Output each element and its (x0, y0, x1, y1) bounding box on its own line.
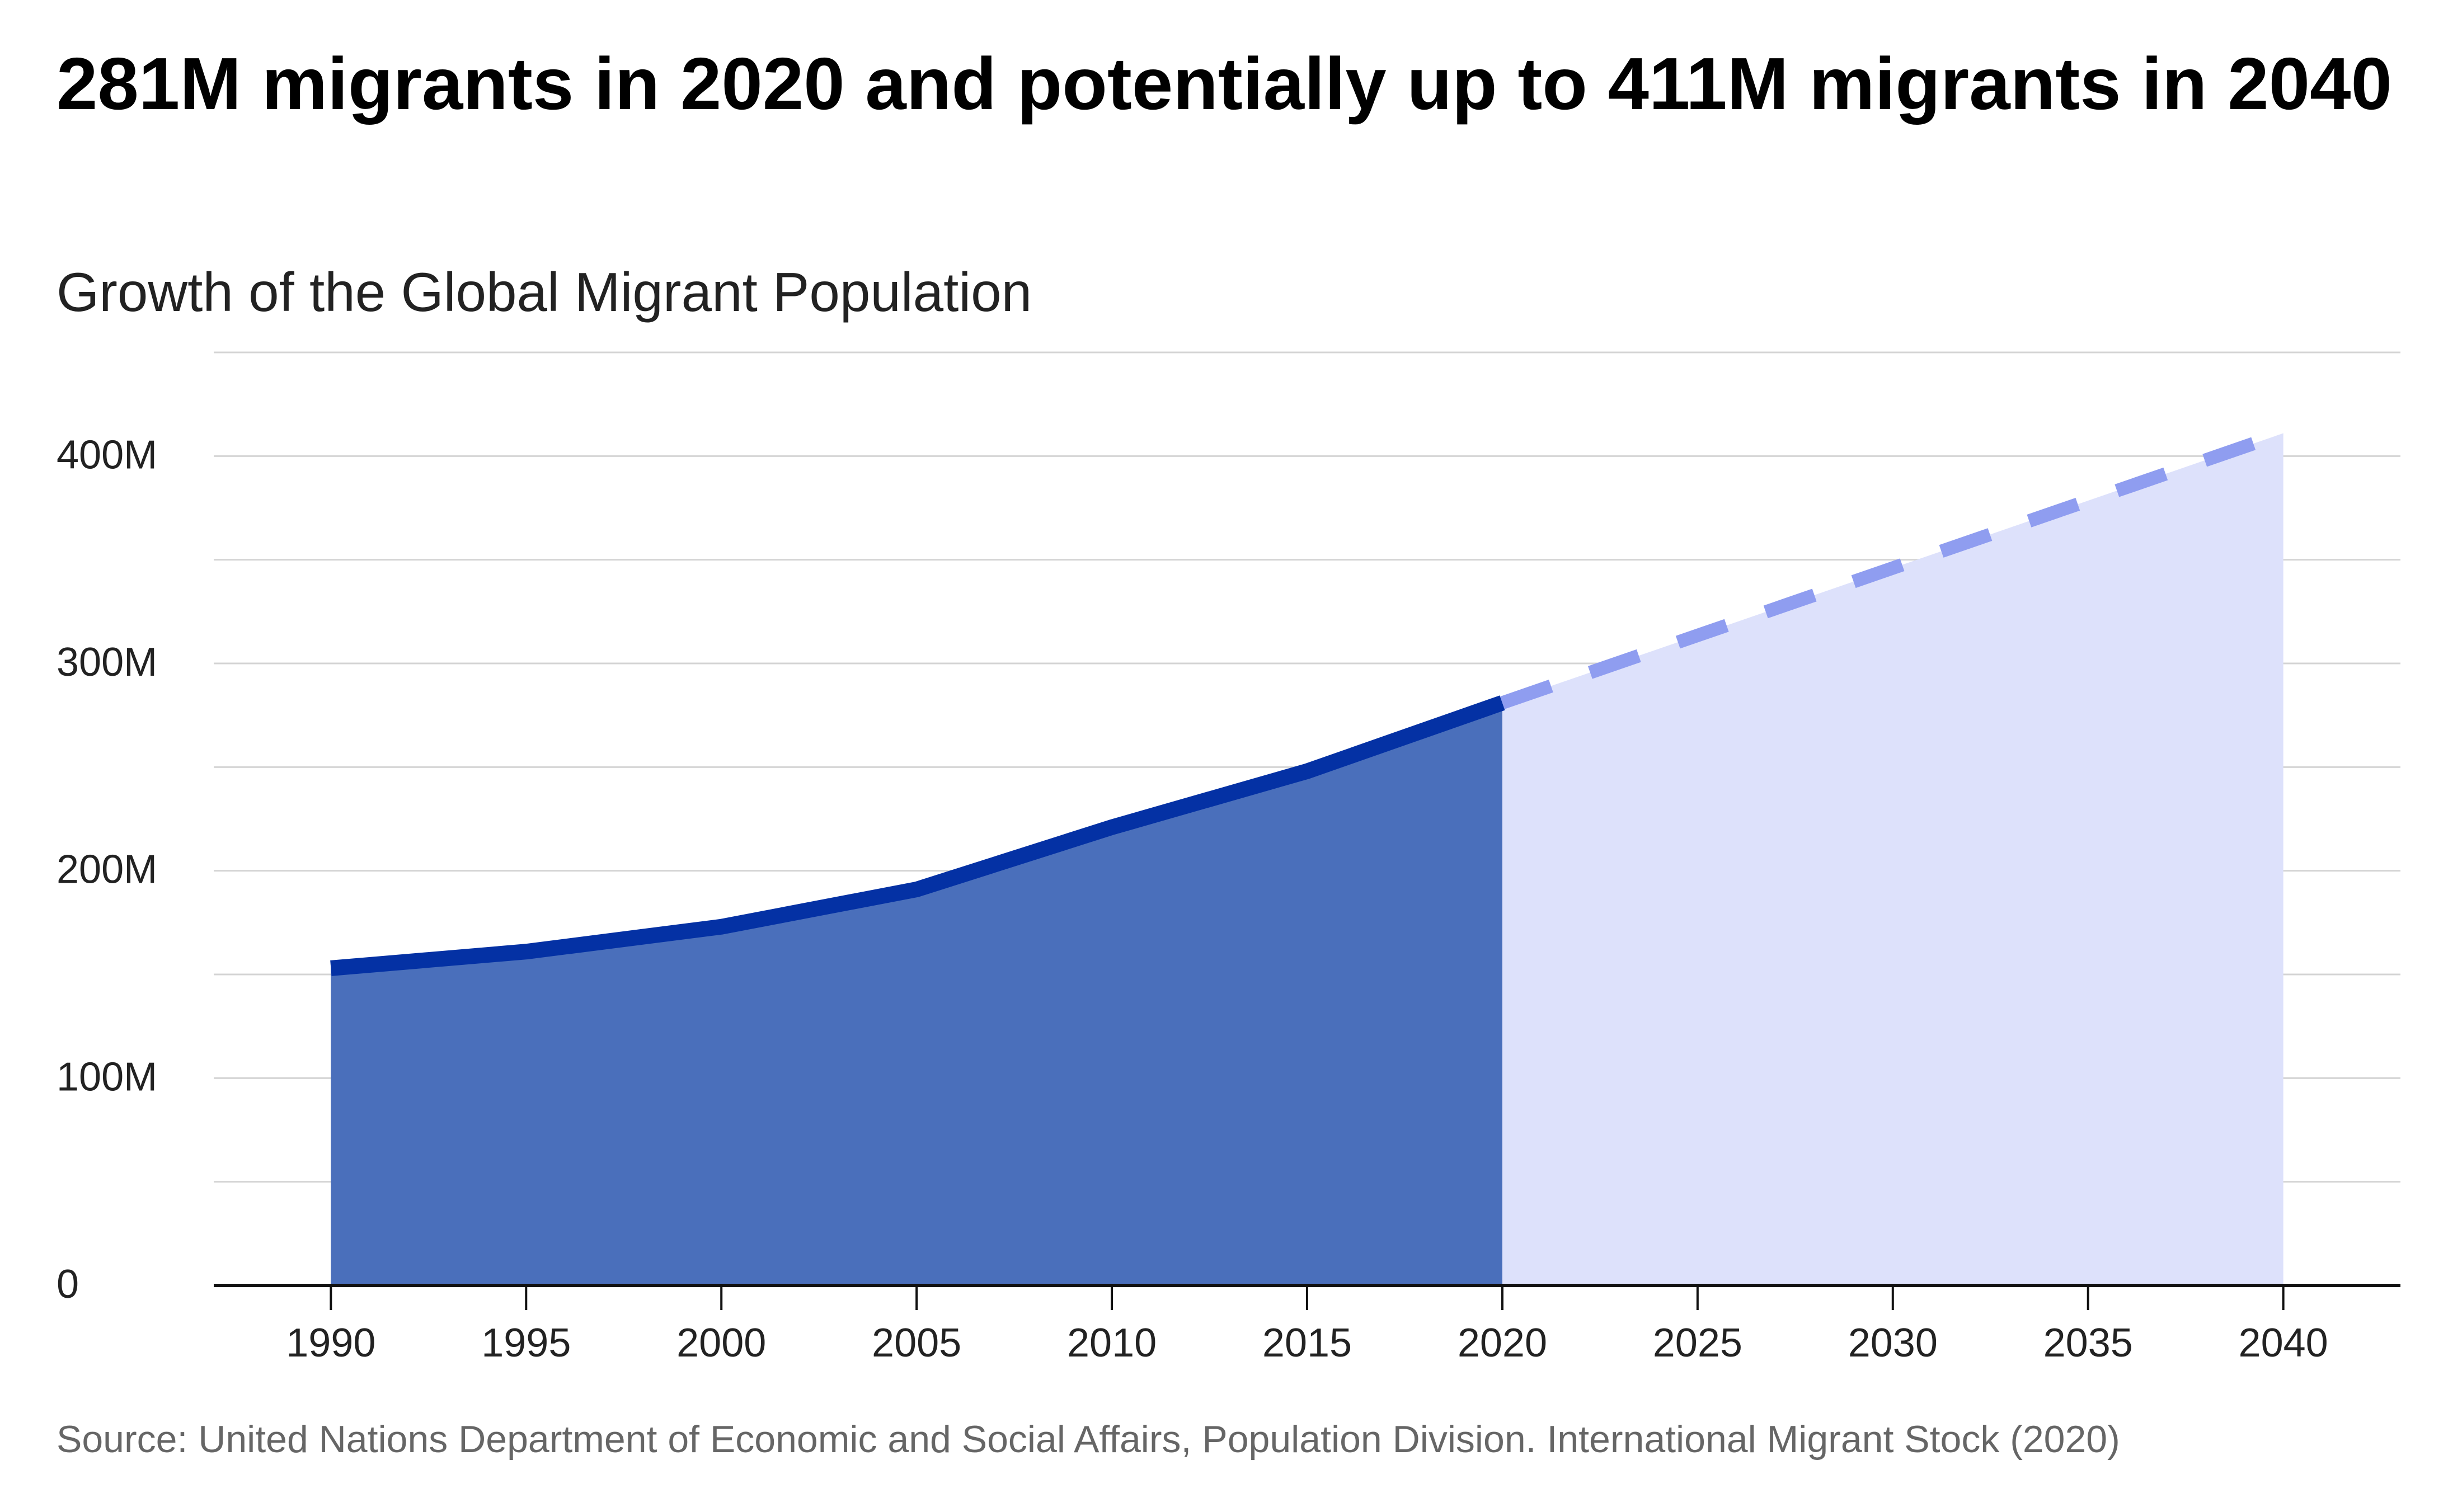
x-tick-label: 2030 (1848, 1321, 1938, 1365)
x-tick-label: 2035 (2043, 1321, 2133, 1365)
area-fills (331, 433, 2283, 1285)
series-line-0 (330, 695, 1505, 976)
x-tick-label: 2015 (1262, 1321, 1352, 1365)
y-tick-label: 0 (57, 1262, 79, 1307)
y-tick-label: 400M (57, 432, 157, 477)
x-tick-label: 2010 (1067, 1321, 1157, 1365)
axes (214, 1284, 2400, 1310)
chart-source: Source: United Nations Department of Eco… (57, 1418, 2120, 1461)
x-axis-tick-labels: 1990 1995 2000 2005 2010 2015 2020 2025 2030 2035… (286, 1321, 2328, 1365)
series-lines (330, 427, 2286, 976)
y-tick-label: 100M (57, 1054, 157, 1099)
series-area-0 (331, 703, 1502, 1285)
y-tick-label: 300M (57, 640, 157, 685)
x-tick-label: 2040 (2239, 1321, 2328, 1365)
x-tick-label: 1995 (481, 1321, 571, 1365)
x-tick-label: 2005 (872, 1321, 961, 1365)
chart-title: 281M migrants in 2020 and potentially up… (57, 43, 2392, 125)
chart-subtitle: Growth of the Global Migrant Population (57, 261, 1032, 323)
y-axis-tick-labels: 0 100M 200M 300M 400M (57, 432, 157, 1307)
x-tick-label: 2000 (676, 1321, 766, 1365)
y-tick-label: 200M (57, 847, 157, 892)
x-tick-label: 2020 (1458, 1321, 1547, 1365)
series-area-1 (1502, 433, 2283, 1285)
x-tick-label: 1990 (286, 1321, 375, 1365)
series-line-1 (1500, 427, 2286, 709)
x-tick-label: 2025 (1653, 1321, 1742, 1365)
